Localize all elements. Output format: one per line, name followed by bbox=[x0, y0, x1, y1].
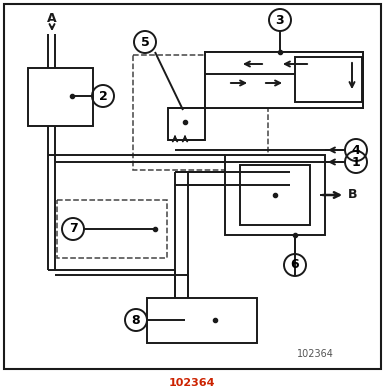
Bar bbox=[225, 155, 325, 235]
Text: 102364: 102364 bbox=[296, 349, 333, 359]
Text: 1: 1 bbox=[352, 156, 360, 169]
Bar bbox=[147, 298, 257, 343]
Bar bbox=[211, 58, 303, 70]
Bar bbox=[28, 68, 93, 126]
Bar bbox=[295, 57, 362, 102]
Bar bbox=[211, 74, 303, 100]
Bar bbox=[240, 165, 310, 225]
Text: 102364: 102364 bbox=[169, 378, 215, 388]
Text: B: B bbox=[348, 188, 358, 201]
Bar bbox=[133, 55, 268, 170]
Bar bbox=[205, 52, 363, 108]
Bar bbox=[168, 108, 205, 140]
Text: 5: 5 bbox=[141, 36, 149, 48]
Text: 2: 2 bbox=[99, 90, 107, 102]
Text: 7: 7 bbox=[69, 222, 77, 235]
Text: 6: 6 bbox=[291, 258, 299, 271]
Bar bbox=[57, 200, 167, 258]
Text: A: A bbox=[47, 11, 57, 25]
Text: 8: 8 bbox=[132, 314, 140, 326]
Text: 3: 3 bbox=[276, 14, 284, 27]
Text: 4: 4 bbox=[352, 143, 360, 156]
Bar bbox=[205, 52, 363, 108]
